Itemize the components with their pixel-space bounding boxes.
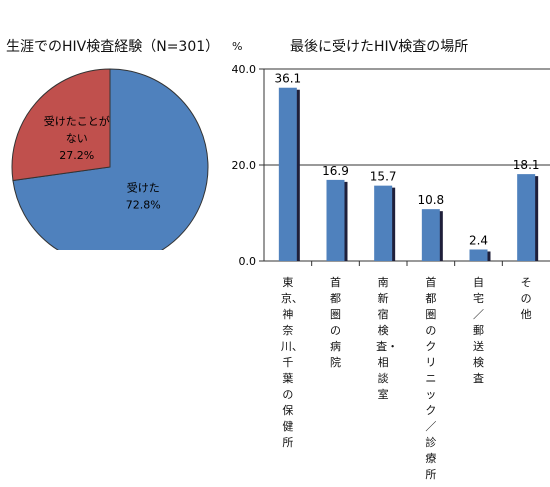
bar-value-label: 15.7 xyxy=(370,170,397,184)
y-tick-label: 40.0 xyxy=(232,63,257,76)
bar-value-label: 18.1 xyxy=(513,158,540,172)
bar xyxy=(469,249,488,261)
bar-value-label: 2.4 xyxy=(469,233,488,247)
x-category-label: 自宅／郵送検査 xyxy=(473,276,484,385)
y-tick-label: 20.0 xyxy=(232,159,257,172)
bar-chart-title: 最後に受けたHIV検査の場所 xyxy=(290,39,469,55)
x-category-label: 首都圏のクリニック／診療所 xyxy=(425,276,437,481)
x-category-label: 首都圏の病院 xyxy=(330,276,341,369)
bar xyxy=(517,174,536,261)
bar xyxy=(374,185,393,261)
pie-value-label: 72.8% xyxy=(126,198,161,211)
x-category-label: その他 xyxy=(520,276,532,321)
x-category-label: 南新宿検査・相談室 xyxy=(376,276,399,401)
pie-slice-label: 受けたことが xyxy=(44,114,110,128)
bar-value-label: 10.8 xyxy=(417,193,444,207)
bar-unit-label: % xyxy=(232,40,243,53)
bar xyxy=(278,87,297,261)
pie-slice xyxy=(11,68,111,182)
bar xyxy=(326,179,345,261)
bar xyxy=(421,209,440,261)
pie-slice-label: ない xyxy=(66,132,88,145)
bar-value-label: 36.1 xyxy=(274,72,301,86)
bar-value-label: 16.9 xyxy=(322,164,349,178)
pie-chart-title: 生涯でのHIV検査経験（N=301） xyxy=(6,39,220,55)
x-category-label: 東京、神奈川、千葉の保健所 xyxy=(280,276,303,449)
pie-slice-label: 受けた xyxy=(127,181,160,194)
pie-value-label: 27.2% xyxy=(59,149,94,162)
y-tick-label: 0.0 xyxy=(239,255,257,268)
